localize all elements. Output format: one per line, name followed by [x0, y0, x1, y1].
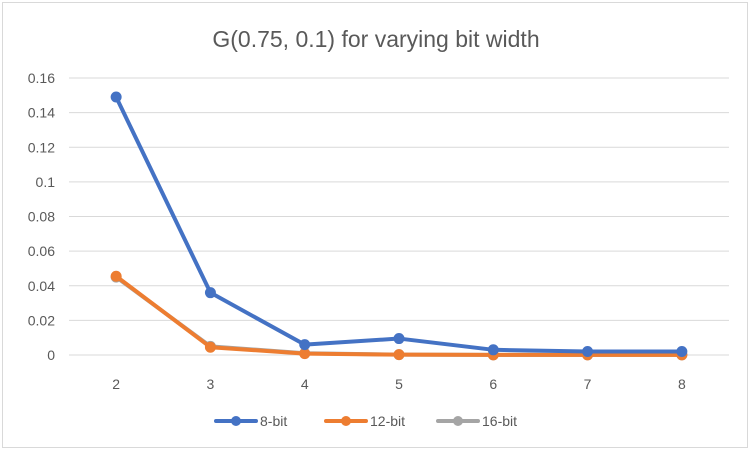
data-point [393, 333, 405, 345]
legend-item-12-bit: 12-bit [324, 413, 405, 429]
series-8-bit [110, 91, 688, 358]
data-point [204, 287, 216, 299]
x-tick-label: 7 [584, 376, 592, 392]
x-tick-label: 2 [112, 376, 120, 392]
line-chart: G(0.75, 0.1) for varying bit width 0 0.02… [28, 26, 729, 429]
chart-title: G(0.75, 0.1) for varying bit width [212, 26, 539, 52]
legend-label: 8-bit [260, 413, 287, 429]
legend: 8-bit 12-bit 16-bit [214, 413, 517, 429]
data-point [110, 91, 122, 103]
x-tick-label: 8 [678, 376, 686, 392]
chart-frame: G(0.75, 0.1) for varying bit width 0 0.02… [2, 2, 748, 448]
legend-swatch-marker [231, 416, 241, 426]
legend-swatch-marker [453, 416, 463, 426]
data-point [299, 339, 311, 351]
y-tick-label: 0.12 [28, 139, 55, 155]
x-axis-tick-labels: 2 3 4 5 6 7 8 [112, 376, 686, 392]
y-tick-label: 0.08 [28, 209, 55, 225]
y-tick-label: 0.02 [28, 312, 55, 328]
x-tick-label: 3 [207, 376, 215, 392]
data-point [487, 344, 499, 356]
y-tick-label: 0.16 [28, 70, 55, 86]
legend-label: 16-bit [482, 413, 517, 429]
data-point [582, 346, 594, 358]
y-tick-label: 0.14 [28, 105, 55, 121]
x-tick-label: 6 [489, 376, 497, 392]
gridlines [69, 77, 729, 356]
data-point [110, 270, 122, 282]
data-point [299, 348, 311, 360]
y-tick-label: 0.06 [28, 243, 55, 259]
x-tick-label: 4 [301, 376, 309, 392]
series-lines [110, 91, 688, 361]
data-point [204, 341, 216, 353]
series-line [114, 95, 684, 354]
legend-item-8-bit: 8-bit [214, 413, 287, 429]
legend-swatch-marker [341, 416, 351, 426]
y-tick-label: 0.04 [28, 278, 55, 294]
data-point [676, 346, 688, 358]
series-12-bit [110, 270, 688, 361]
y-axis-tick-labels: 0 0.02 0.04 0.06 0.08 0.1 0.12 0.14 0.16 [28, 70, 55, 363]
x-tick-label: 5 [395, 376, 403, 392]
y-tick-label: 0.1 [36, 174, 56, 190]
legend-label: 12-bit [370, 413, 405, 429]
y-tick-label: 0 [47, 347, 55, 363]
data-point [393, 349, 405, 361]
legend-item-16-bit: 16-bit [436, 413, 517, 429]
